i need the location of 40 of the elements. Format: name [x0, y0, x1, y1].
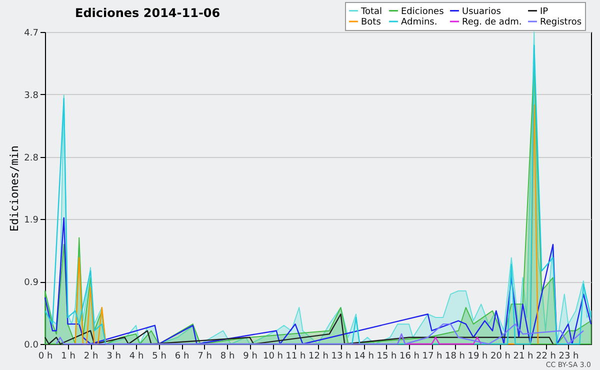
- x-tick-label: 23 h: [558, 352, 579, 362]
- x-tick-label: 1 h: [61, 352, 76, 362]
- x-tick-label: 4 h: [129, 352, 144, 362]
- x-tick-label: 14 h: [354, 352, 374, 362]
- x-tick-label: 10 h: [262, 352, 284, 362]
- x-tick-label: 15 h: [376, 352, 397, 362]
- x-tick-label: 16 h: [399, 352, 420, 362]
- x-tick-label: 7 h: [198, 352, 212, 362]
- x-tick-label: 0 h: [38, 352, 53, 362]
- y-tick-label: 4.7: [24, 28, 38, 38]
- x-tick-label: 9 h: [243, 352, 258, 362]
- x-tick-label: 20 h: [490, 352, 511, 362]
- chart-title: Ediciones 2014-11-06: [75, 6, 220, 20]
- x-tick-label: 17 h: [422, 352, 442, 362]
- x-tick-label: 3 h: [106, 352, 121, 362]
- x-tick-label: 12 h: [308, 352, 329, 362]
- x-tick-label: 19 h: [468, 352, 488, 362]
- y-tick-label: 1.9: [24, 216, 39, 226]
- y-tick-label: 0.9: [24, 278, 39, 288]
- y-tick-label: 3.8: [24, 90, 39, 101]
- x-tick-label: 22 h: [536, 352, 556, 362]
- x-tick-label: 11 h: [286, 352, 306, 362]
- legend-label: IP: [540, 6, 549, 17]
- x-tick-label: 6 h: [174, 352, 190, 362]
- x-tick-label: 21 h: [513, 352, 534, 362]
- x-tick-label: 13 h: [331, 352, 352, 362]
- legend-label: Ediciones: [401, 6, 444, 17]
- y-tick-label: 0.0: [24, 340, 39, 350]
- x-tick-label: 5 h: [152, 352, 166, 362]
- legend-label: Usuarios: [462, 6, 502, 17]
- legend-label: Total: [360, 6, 382, 17]
- y-axis-title: Ediciones/min: [8, 145, 22, 232]
- y-tick-label: 2.8: [24, 153, 39, 164]
- x-tick-label: 18 h: [444, 352, 466, 362]
- legend-label: Admins.: [401, 18, 438, 28]
- x-tick-label: 2 h: [84, 352, 98, 362]
- legend-label: Registros: [540, 18, 582, 28]
- x-tick-label: 8 h: [220, 352, 235, 362]
- legend-label: Reg. de adm.: [462, 18, 522, 28]
- legend-label: Bots: [361, 18, 382, 28]
